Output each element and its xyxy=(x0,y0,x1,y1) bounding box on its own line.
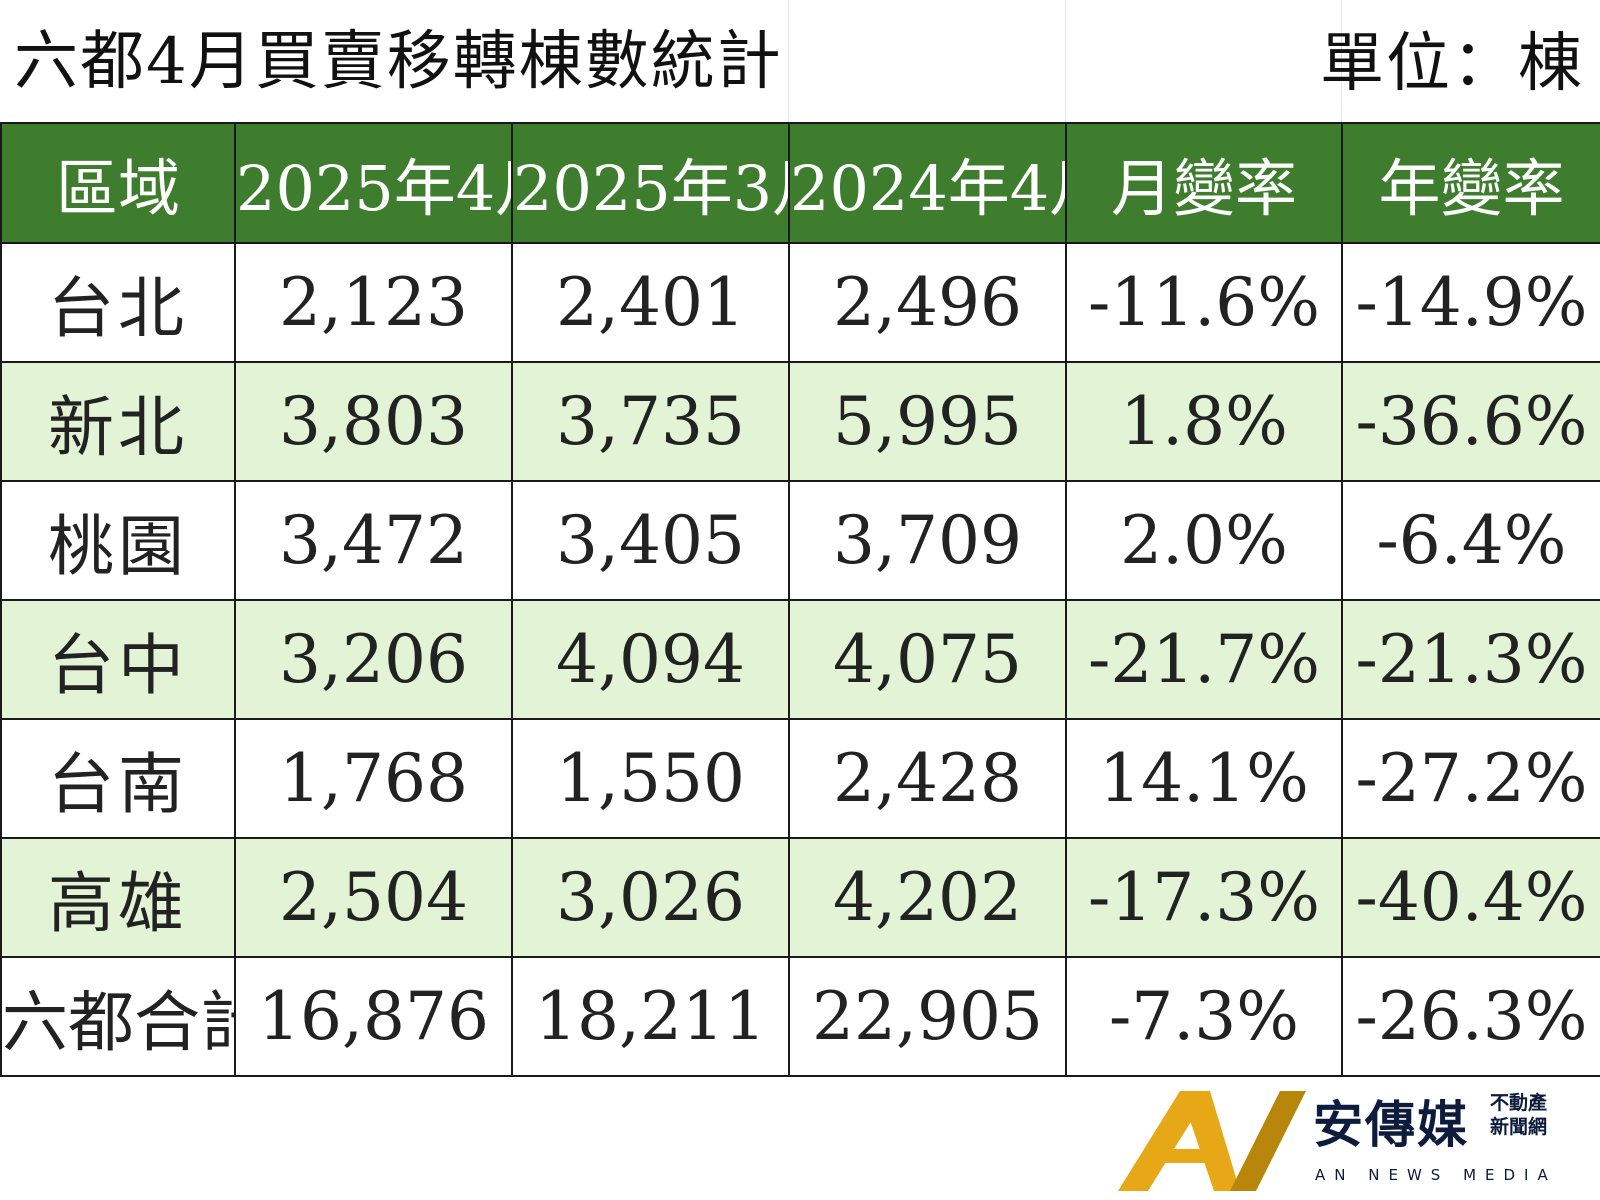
yearly-change-cell: -27.2% xyxy=(1341,718,1600,839)
value-cell: 16,876 xyxy=(234,956,513,1077)
monthly-change-cell: 2.0% xyxy=(1065,480,1343,601)
logo-subtitle-line: 新聞網 xyxy=(1490,1116,1548,1138)
table-row: 台北 2,123 2,401 2,496 -11.6% -14.9% xyxy=(0,242,1600,363)
monthly-change-cell: -7.3% xyxy=(1065,956,1343,1077)
table-row: 台南 1,768 1,550 2,428 14.1% -27.2% xyxy=(0,718,1600,839)
region-cell: 桃園 xyxy=(0,480,236,601)
header-apr-2025: 2025年4月 xyxy=(234,122,513,244)
logo-brand-text: 安傳媒 xyxy=(1313,1096,1469,1154)
value-cell: 2,428 xyxy=(788,718,1067,839)
value-cell: 3,405 xyxy=(511,480,790,601)
value-cell: 3,026 xyxy=(511,837,790,958)
grid-line xyxy=(1065,0,1066,122)
yearly-change-cell: -6.4% xyxy=(1341,480,1600,601)
yearly-change-cell: -26.3% xyxy=(1341,956,1600,1077)
logo-english-text: AN NEWS MEDIA xyxy=(1315,1166,1557,1184)
region-cell: 新北 xyxy=(0,361,236,482)
value-cell: 4,202 xyxy=(788,837,1067,958)
region-cell: 台中 xyxy=(0,599,236,720)
logo-subtitle: 不動產 新聞網 xyxy=(1490,1091,1547,1139)
region-cell: 高雄 xyxy=(0,837,236,958)
logo-mark-icon xyxy=(1118,1091,1306,1191)
table-row: 新北 3,803 3,735 5,995 1.8% -36.6% xyxy=(0,361,1600,482)
an-news-media-logo: 安傳媒 不動產 新聞網 AN NEWS MEDIA xyxy=(1118,1087,1590,1195)
monthly-change-cell: 1.8% xyxy=(1065,361,1343,482)
value-cell: 4,075 xyxy=(788,599,1067,720)
value-cell: 3,735 xyxy=(511,361,790,482)
monthly-change-cell: 14.1% xyxy=(1065,718,1343,839)
value-cell: 22,905 xyxy=(788,956,1067,1077)
header-monthly-change: 月變率 xyxy=(1065,122,1343,244)
title-row: 六都4月買賣移轉棟數統計 單位：棟 xyxy=(0,0,1600,122)
value-cell: 5,995 xyxy=(788,361,1067,482)
yearly-change-cell: -36.6% xyxy=(1341,361,1600,482)
value-cell: 18,211 xyxy=(511,956,790,1077)
yearly-change-cell: -21.3% xyxy=(1341,599,1600,720)
value-cell: 2,496 xyxy=(788,242,1067,363)
value-cell: 2,123 xyxy=(234,242,513,363)
value-cell: 4,094 xyxy=(511,599,790,720)
region-cell-total: 六都合計 xyxy=(0,956,236,1077)
monthly-change-cell: -21.7% xyxy=(1065,599,1343,720)
table-row-total: 六都合計 16,876 18,211 22,905 -7.3% -26.3% xyxy=(0,956,1600,1077)
yearly-change-cell: -40.4% xyxy=(1341,837,1600,958)
monthly-change-cell: -17.3% xyxy=(1065,837,1343,958)
region-cell: 台南 xyxy=(0,718,236,839)
value-cell: 1,768 xyxy=(234,718,513,839)
header-yearly-change: 年變率 xyxy=(1341,122,1600,244)
table-row: 高雄 2,504 3,026 4,202 -17.3% -40.4% xyxy=(0,837,1600,958)
monthly-change-cell: -11.6% xyxy=(1065,242,1343,363)
grid-line xyxy=(788,0,789,122)
table-row: 桃園 3,472 3,405 3,709 2.0% -6.4% xyxy=(0,480,1600,601)
value-cell: 3,803 xyxy=(234,361,513,482)
value-cell: 3,206 xyxy=(234,599,513,720)
value-cell: 1,550 xyxy=(511,718,790,839)
spreadsheet-image: 六都4月買賣移轉棟數統計 單位：棟 區域 2025年4月 2025年3月 202… xyxy=(0,0,1600,1077)
logo-subtitle-line: 不動產 xyxy=(1490,1092,1548,1114)
table-row: 台中 3,206 4,094 4,075 -21.7% -21.3% xyxy=(0,599,1600,720)
region-cell: 台北 xyxy=(0,242,236,363)
value-cell: 3,472 xyxy=(234,480,513,601)
header-mar-2025: 2025年3月 xyxy=(511,122,790,244)
unit-label: 單位：棟 xyxy=(1320,27,1584,101)
value-cell: 3,709 xyxy=(788,480,1067,601)
yearly-change-cell: -14.9% xyxy=(1341,242,1600,363)
header-region: 區域 xyxy=(0,122,236,244)
grid-line xyxy=(1341,0,1342,122)
table-title: 六都4月買賣移轉棟數統計 xyxy=(14,25,783,99)
value-cell: 2,401 xyxy=(511,242,790,363)
value-cell: 2,504 xyxy=(234,837,513,958)
